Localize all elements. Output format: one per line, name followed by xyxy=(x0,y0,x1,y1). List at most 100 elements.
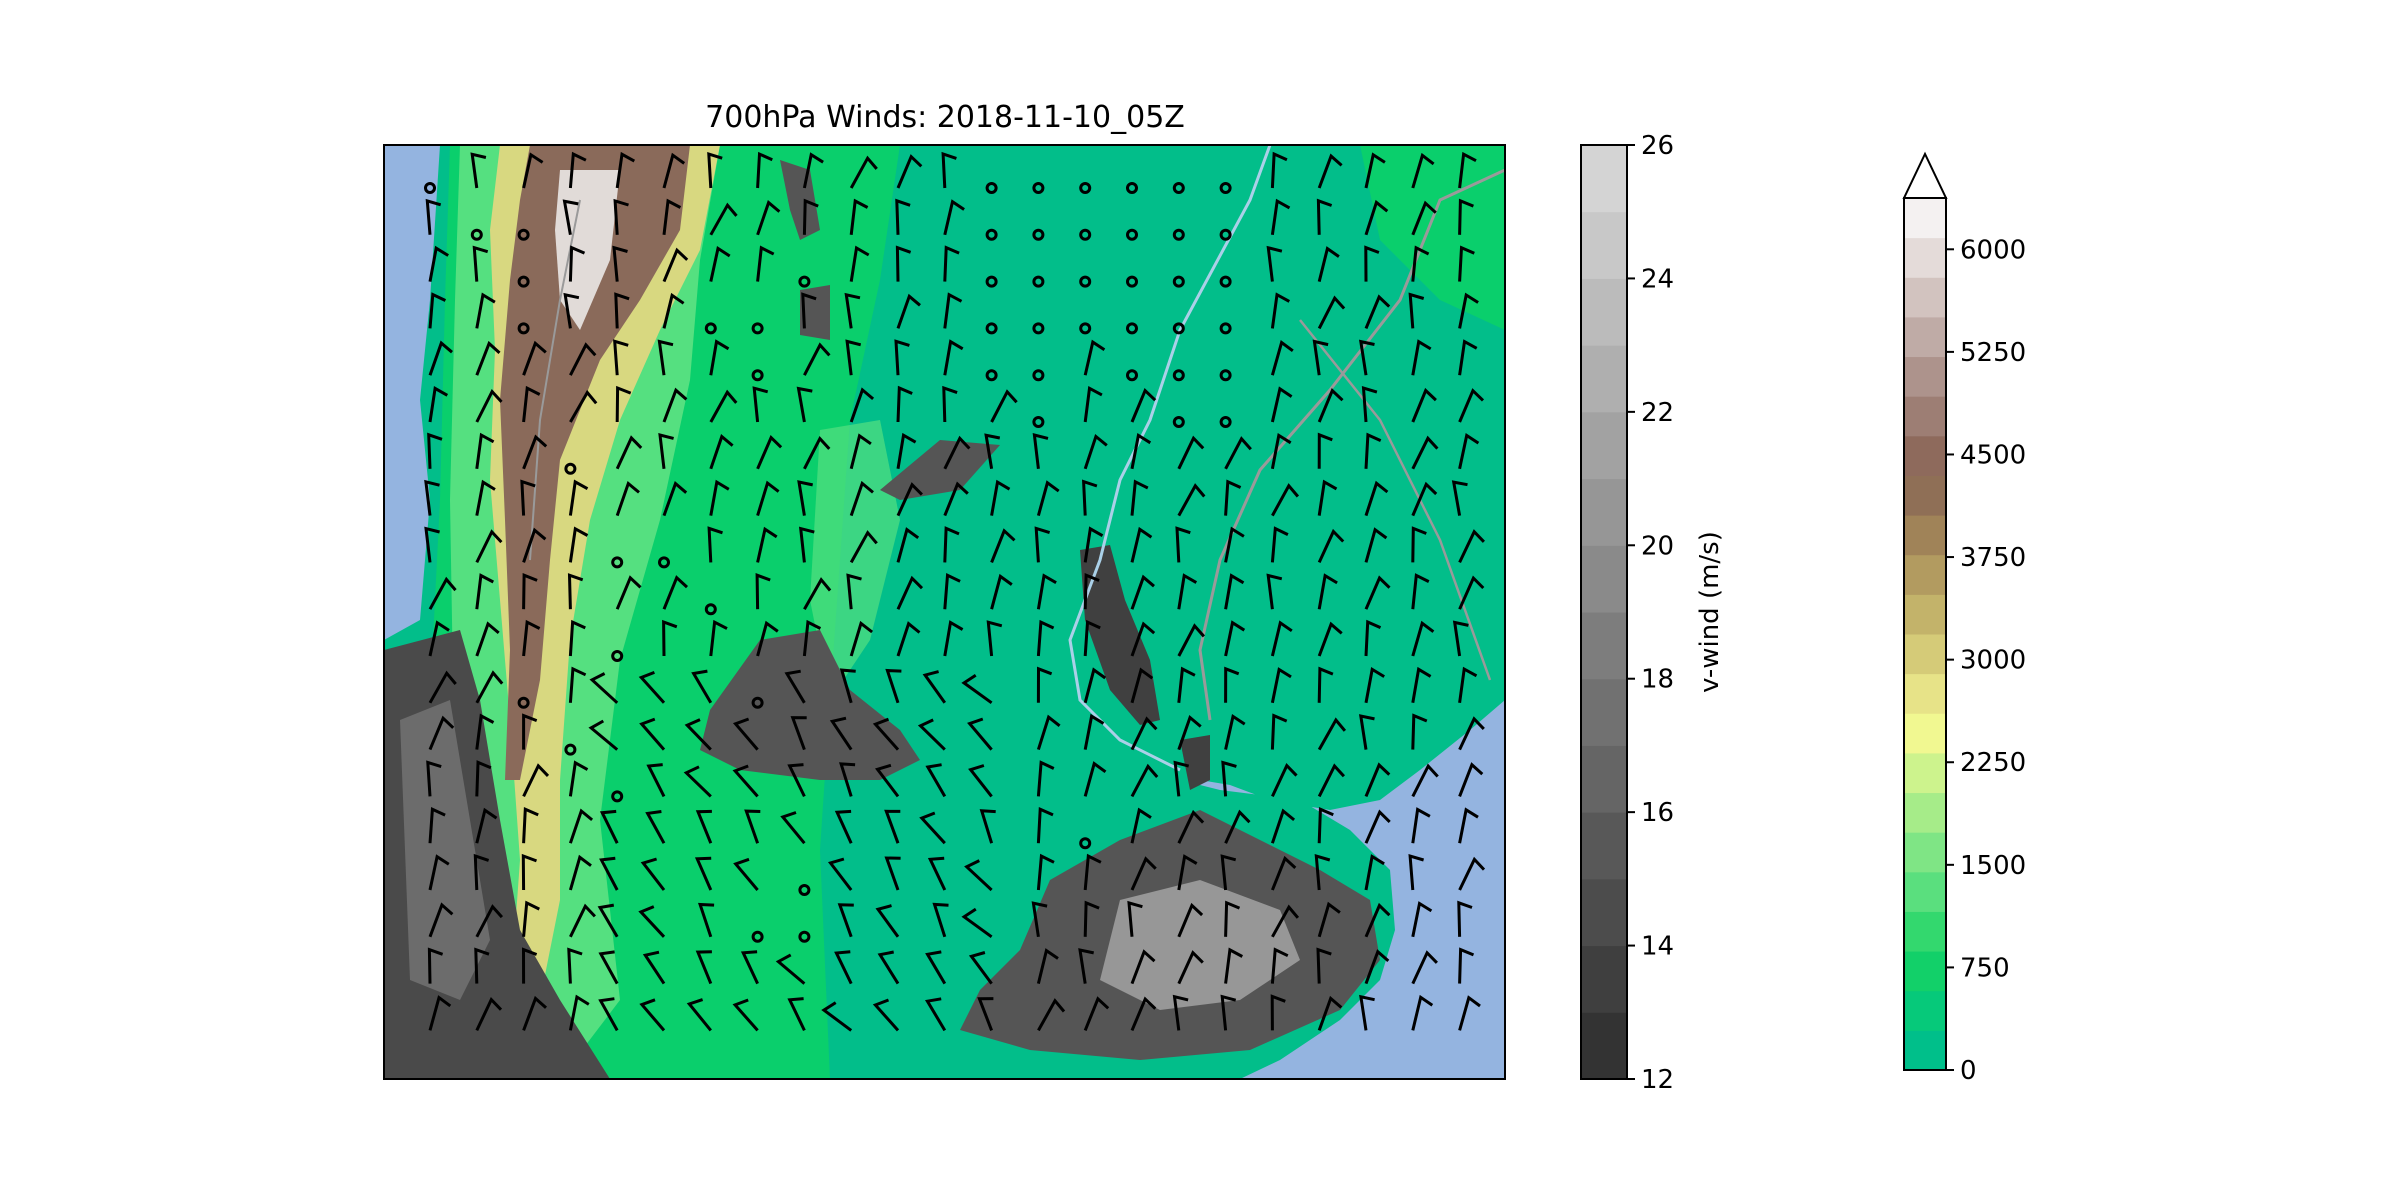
wind-barb xyxy=(639,717,666,751)
wind-barb xyxy=(1364,902,1391,938)
wind-barb xyxy=(427,947,444,984)
wind-barb xyxy=(1177,623,1206,657)
vwind-colorbar-ticks: 12 14 16 18 20 22 24 26 xyxy=(1627,131,1674,1095)
wind-barb xyxy=(646,763,666,798)
wind-barb xyxy=(562,199,579,236)
wind-barb xyxy=(1177,950,1204,985)
wind-barb xyxy=(1271,855,1297,891)
calm-wind-marker xyxy=(1219,275,1232,288)
wind-barb xyxy=(1364,949,1390,985)
wind-barb xyxy=(1317,388,1344,423)
terrain-colorbar-segment xyxy=(1904,554,1946,595)
wind-barb xyxy=(1316,198,1333,235)
wind-barb xyxy=(615,385,632,423)
wind-barb xyxy=(1411,950,1438,985)
wind-barb xyxy=(695,809,713,844)
vwind-colorbar-segment xyxy=(1581,945,1627,1013)
wind-barb xyxy=(932,902,949,938)
wind-barb xyxy=(1411,526,1427,563)
wind-barb xyxy=(1411,666,1432,704)
wind-barb xyxy=(849,433,872,470)
wind-barb xyxy=(615,151,636,189)
wind-barb xyxy=(1411,435,1439,470)
calm-wind-marker xyxy=(1172,416,1185,428)
wind-barb xyxy=(1224,573,1245,610)
wind-barb xyxy=(839,762,856,797)
wind-barb xyxy=(802,619,822,657)
calm-wind-marker xyxy=(1172,275,1185,288)
calm-wind-marker xyxy=(985,369,998,382)
wind-barb xyxy=(1177,854,1198,891)
wind-barb xyxy=(967,717,993,751)
wind-barb xyxy=(521,947,538,984)
wind-barb xyxy=(709,479,730,516)
wind-barb xyxy=(943,199,965,236)
wind-barb xyxy=(598,997,619,1032)
calm-wind-marker xyxy=(985,182,998,194)
wind-barb xyxy=(1358,714,1375,750)
calm-wind-marker xyxy=(985,228,998,241)
wind-barb xyxy=(1408,854,1425,891)
wind-barb xyxy=(428,807,446,844)
wind-barb xyxy=(1130,526,1153,563)
calm-wind-marker xyxy=(517,228,530,241)
wind-barb xyxy=(1364,480,1389,517)
calm-wind-marker xyxy=(611,790,624,803)
wind-barb xyxy=(1177,435,1205,470)
wind-barb xyxy=(522,763,550,798)
terrain-colorbar-segment xyxy=(1904,832,1946,873)
wind-barb xyxy=(1364,619,1382,657)
wind-barb xyxy=(475,996,503,1032)
vwind-tick-label: 24 xyxy=(1641,264,1674,294)
wind-barb xyxy=(1452,620,1469,657)
wind-barb xyxy=(1364,575,1391,610)
wind-barb xyxy=(1224,436,1252,470)
wind-barb xyxy=(473,853,490,891)
wind-barb xyxy=(1036,853,1055,891)
wind-barb xyxy=(598,950,619,985)
wind-barb xyxy=(1317,806,1334,844)
wind-barb xyxy=(1224,947,1244,984)
wind-barb xyxy=(428,902,454,938)
wind-barb xyxy=(849,387,875,423)
wind-barb xyxy=(615,480,640,517)
wind-barb xyxy=(428,620,450,657)
wind-barb xyxy=(1130,621,1156,657)
wind-barb xyxy=(798,526,815,563)
wind-barb xyxy=(1451,480,1468,516)
wind-barb xyxy=(1130,432,1152,470)
vwind-colorbar-segment xyxy=(1581,145,1627,213)
calm-wind-marker xyxy=(517,696,530,709)
wind-barb xyxy=(1270,713,1288,750)
wind-barb xyxy=(522,152,544,189)
wind-barb xyxy=(1458,433,1480,470)
vwind-tick-label: 16 xyxy=(1641,798,1674,828)
north-dark-streak-2 xyxy=(800,285,830,340)
wind-barb xyxy=(1317,295,1346,330)
terrain-colorbar-segment xyxy=(1904,752,1946,794)
wind-barb xyxy=(961,907,993,939)
wind-barb xyxy=(1364,152,1386,189)
wind-barb xyxy=(896,432,917,470)
wind-barb xyxy=(797,480,814,516)
wind-barb xyxy=(568,526,589,563)
wind-barb xyxy=(732,764,759,798)
wind-barb xyxy=(756,480,780,517)
wind-barb xyxy=(784,669,806,704)
wind-barb xyxy=(1034,526,1051,563)
wind-barb xyxy=(1457,900,1473,937)
wind-barb xyxy=(567,573,584,610)
wind-barb xyxy=(1130,667,1154,704)
wind-barb xyxy=(849,620,874,657)
wind-barb xyxy=(1358,339,1375,376)
terrain-colorbar-segment xyxy=(1904,634,1946,675)
wind-barb xyxy=(1036,480,1060,516)
wind-barb xyxy=(1177,714,1202,751)
wind-barb xyxy=(1316,947,1332,984)
vwind-tick-label: 18 xyxy=(1641,665,1674,695)
wind-barb xyxy=(428,340,453,376)
wind-barb xyxy=(990,573,1013,610)
calm-wind-marker xyxy=(704,603,717,616)
wind-barb xyxy=(943,339,964,376)
wind-barb xyxy=(694,856,713,891)
